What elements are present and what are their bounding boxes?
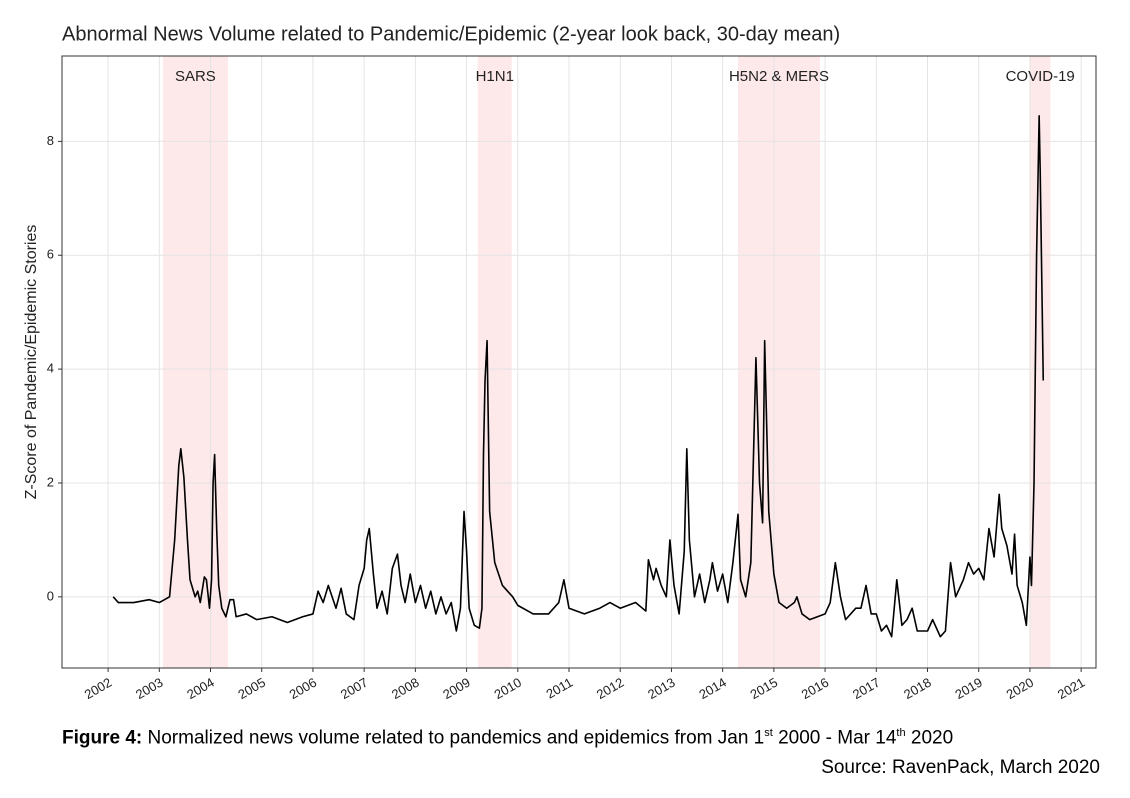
caption-text: 2000 - Mar 14 <box>772 727 897 749</box>
x-tick-label: 2009 <box>440 675 473 702</box>
x-tick-label: 2020 <box>1004 675 1037 702</box>
x-tick-label: 2005 <box>235 675 268 702</box>
caption-sup: th <box>896 727 906 739</box>
x-tick-label: 2015 <box>748 675 781 702</box>
y-tick-label: 2 <box>47 474 54 489</box>
caption: Figure 4: Normalized news volume related… <box>62 727 953 749</box>
plot-border <box>61 55 1097 669</box>
x-tick-label: 2019 <box>952 675 985 702</box>
band-label: H1N1 <box>476 68 514 85</box>
x-tick-label: 2013 <box>645 675 678 702</box>
x-tick-label: 2004 <box>184 675 217 702</box>
x-tick-label: 2010 <box>491 675 524 702</box>
highlight-band <box>738 56 820 668</box>
caption-label: Figure 4: <box>62 727 143 749</box>
x-tick-label: 2018 <box>901 675 934 702</box>
highlight-band <box>1029 56 1051 668</box>
chart-title: Abnormal News Volume related to Pandemic… <box>62 23 840 45</box>
highlight-band <box>477 56 512 668</box>
plot-background <box>62 56 1096 668</box>
x-tick-label: 2011 <box>544 675 576 702</box>
x-tick-label: 2002 <box>82 675 115 702</box>
x-tick-label: 2003 <box>133 675 166 702</box>
band-label: SARS <box>175 68 216 85</box>
band-label: H5N2 & MERS <box>729 68 829 85</box>
y-tick-label: 4 <box>47 361 54 376</box>
caption-sup: st <box>764 727 773 739</box>
chart: Abnormal News Volume related to Pandemic… <box>23 23 1097 702</box>
caption-text: 2020 <box>905 727 954 749</box>
highlight-band <box>162 56 228 668</box>
x-tick-label: 2016 <box>799 675 832 702</box>
x-tick-label: 2014 <box>696 675 729 702</box>
y-axis-label: Z-Score of Pandemic/Epidemic Stories <box>23 225 40 500</box>
series-line <box>112 114 1045 638</box>
y-tick-label: 0 <box>47 588 54 603</box>
x-tick-label: 2021 <box>1055 675 1088 702</box>
x-tick-label: 2006 <box>287 675 320 702</box>
x-tick-label: 2007 <box>338 675 371 702</box>
x-tick-label: 2008 <box>389 675 422 702</box>
x-tick-label: 2017 <box>850 675 883 702</box>
y-tick-label: 6 <box>47 247 54 262</box>
x-tick-label: 2012 <box>594 675 627 702</box>
y-tick-label: 8 <box>47 133 54 148</box>
caption-text: Normalized news volume related to pandem… <box>142 727 765 749</box>
band-label: COVID-19 <box>1006 68 1075 85</box>
source: Source: RavenPack, March 2020 <box>821 757 1100 778</box>
